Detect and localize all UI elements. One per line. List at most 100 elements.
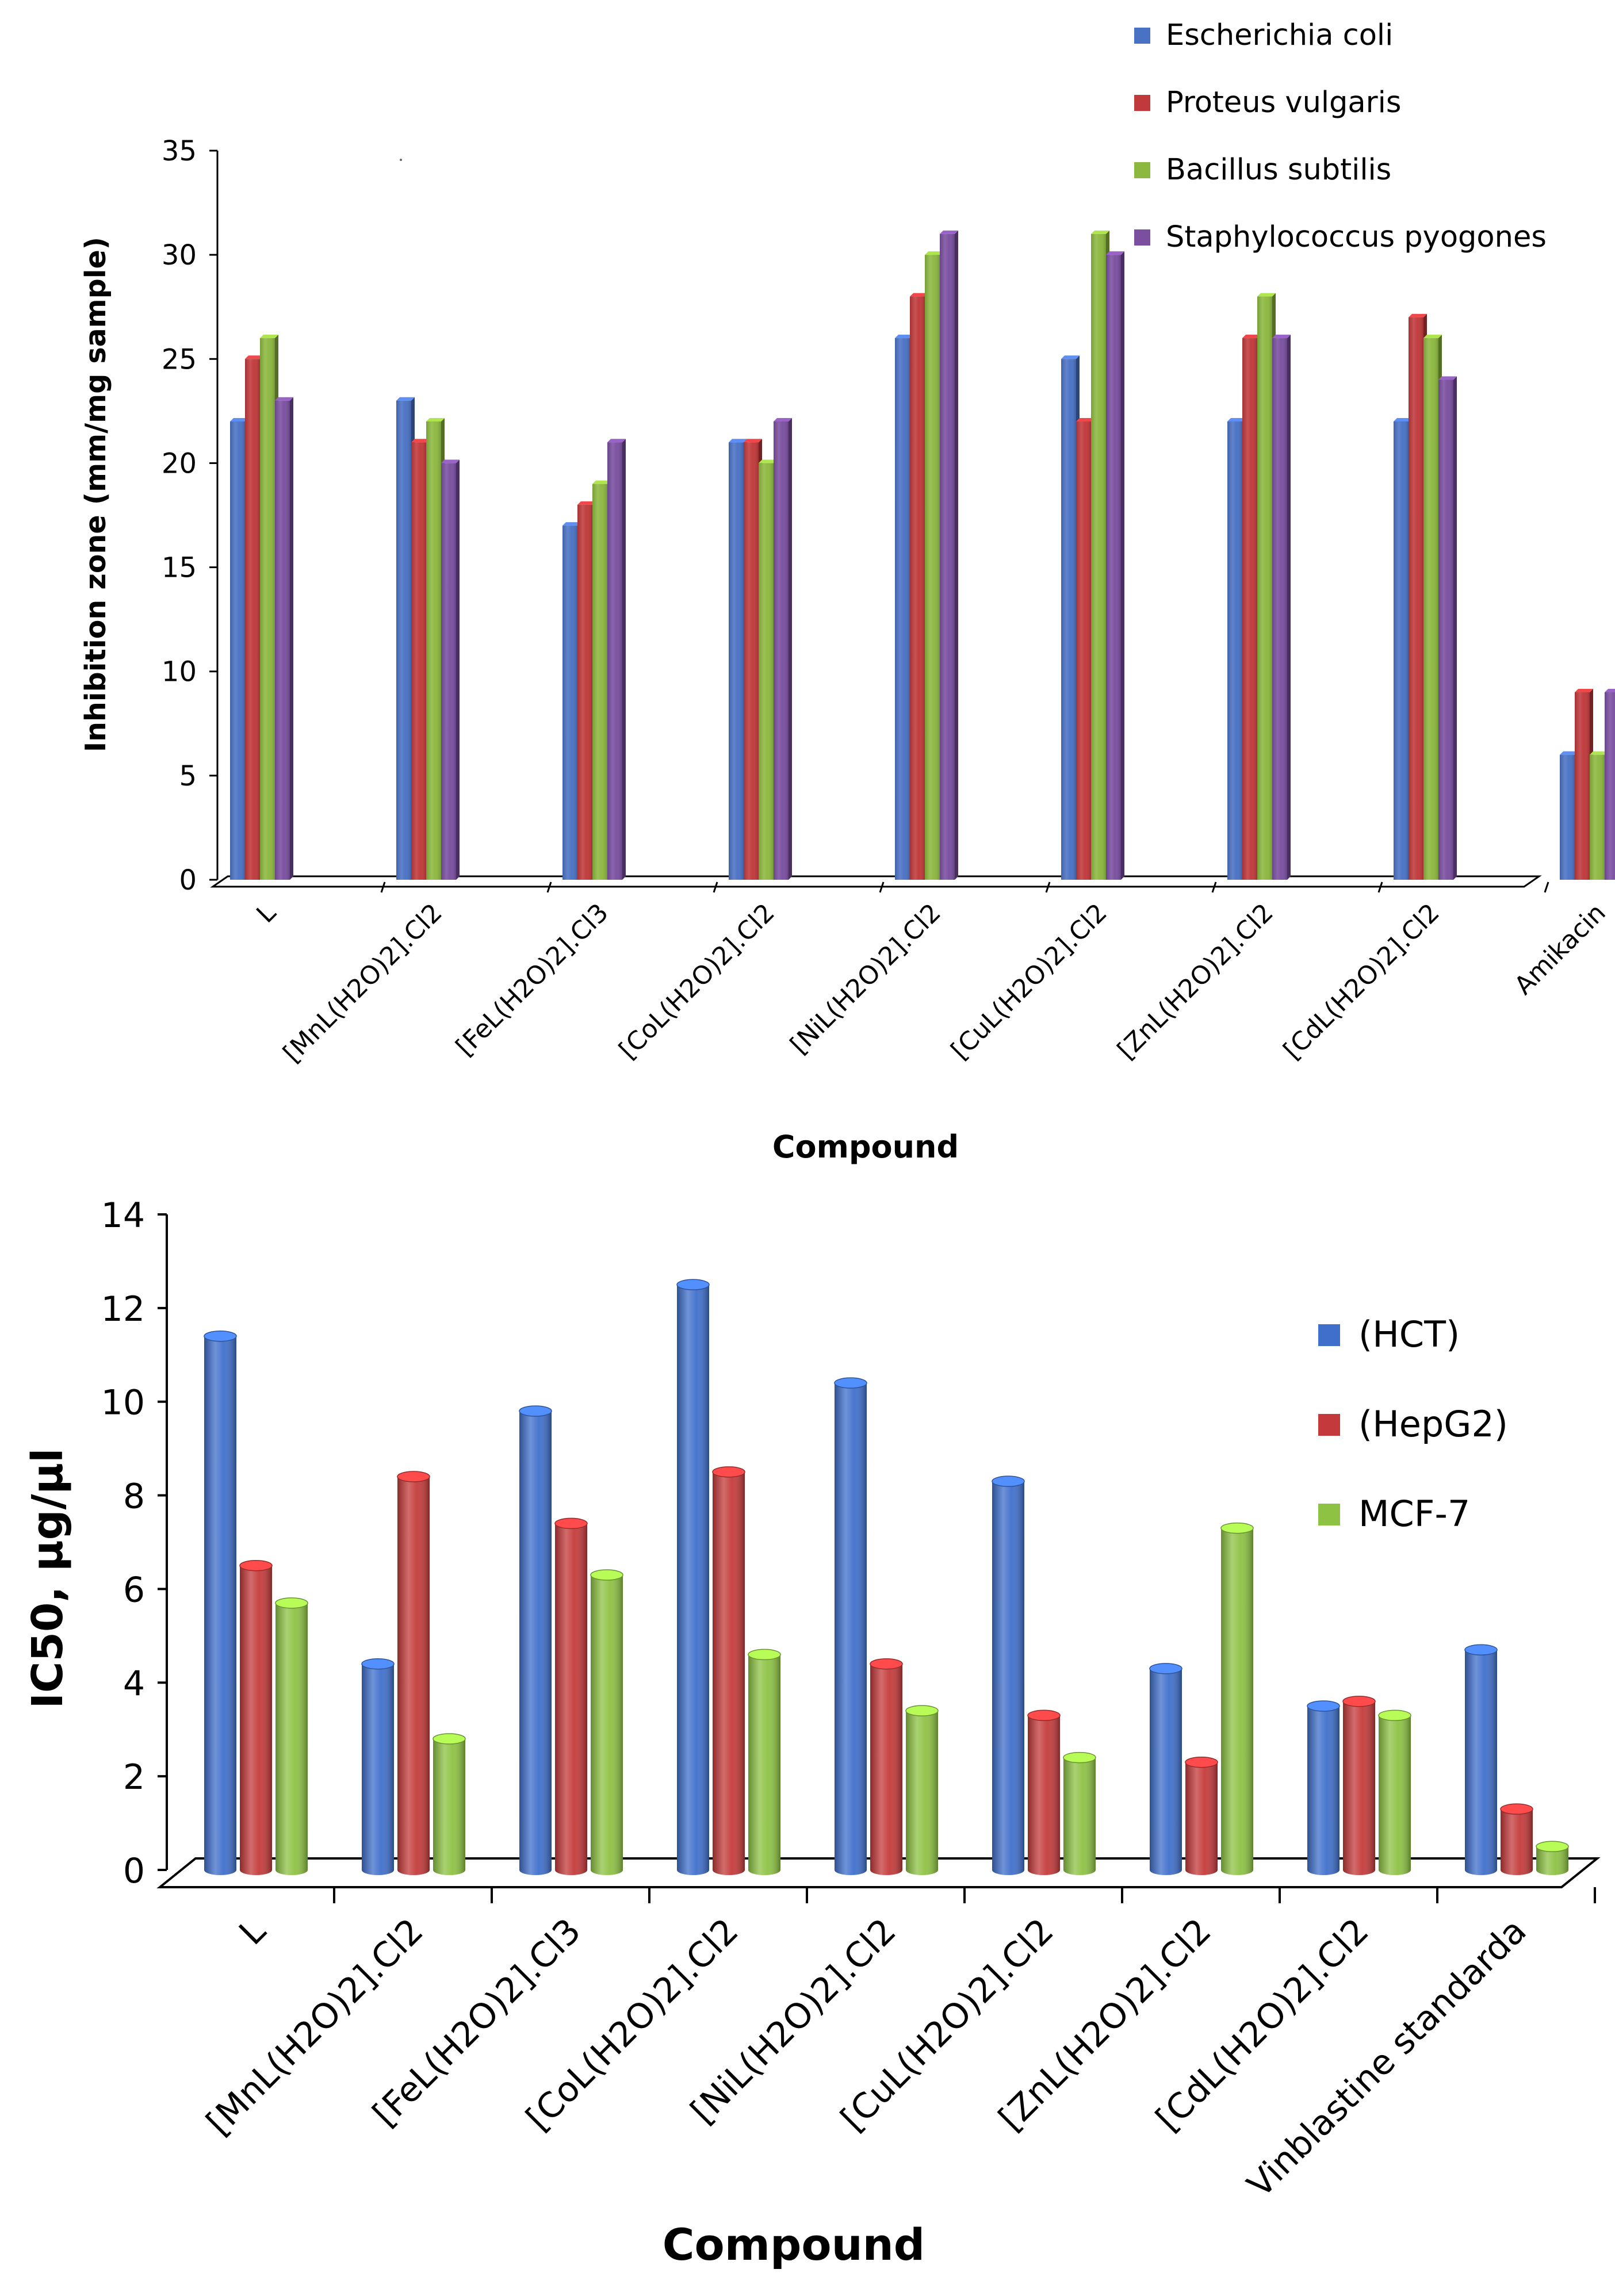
chart1-x-tick-mark [546,881,552,893]
legend-swatch-bacillus-subtilis [1134,162,1150,178]
chart1-bar-znl-h2o-2-cl2-proteus-vulgaris [1242,335,1261,880]
chart2-bar-cul-h2o-2-cl2-mcf-7 [1063,1751,1096,1875]
chart1-x-tick-label-znl-h2o-2-cl2: [ZnL(H2O)2].Cl2 [1112,898,1279,1065]
chart1-y-tick-label: 20 [162,447,197,480]
legend-label-hepg2: (HepG2) [1358,1403,1508,1445]
chart2-legend: (HCT) (HepG2) MCF-7 [1318,1313,1508,1535]
chart2-y-tick-label: 0 [123,1851,145,1891]
chart2-y-tick-label: 6 [123,1570,145,1610]
chart1-y-tick-label: 25 [162,343,197,375]
stray-dot [400,159,402,161]
chart1-x-tick-label-cul-h2o-2-cl2: [CuL(H2O)2].Cl2 [946,898,1113,1065]
chart2-y-ticks: 0 2 4 6 8 10 12 14 [101,1195,1596,1903]
chart2-bar-znl-h2o-2-cl2-hepg2 [1185,1756,1218,1875]
chart2-bar-znl-h2o-2-cl2-hct [1149,1663,1182,1875]
chart2-bar-nil-h2o-2-cl2-hepg2 [870,1658,903,1875]
chart1-legend: Escherichia coli Proteus vulgaris Bacill… [1134,18,1547,254]
legend-label-mcf7: MCF-7 [1358,1493,1470,1535]
chart2-bar-cdl-h2o-2-cl2-mcf-7 [1378,1709,1411,1875]
chart1-bar-l-proteus-vulgaris [245,355,263,880]
chart1-bar-cul-h2o-2-cl2-proteus-vulgaris [1076,417,1094,880]
chart1-x-tick-label-col-h2o-2-cl2: [CoL(H2O)2].Cl2 [614,898,780,1065]
chart1-x-tick-label-mnl-h2o-2-cl2: [MnL(H2O)2].Cl2 [278,898,448,1068]
chart1-axes [210,151,1542,888]
chart1-bar-col-h2o-2-cl2-staphylococcus-pyogones [774,417,792,880]
chart2-y-tick-label: 8 [123,1477,145,1517]
chart1-x-tick-mark [713,881,718,893]
chart1-x-tick-label-amikacin: Amikacin [1509,898,1611,1001]
chart1-bar-znl-h2o-2-cl2-staphylococcus-pyogones [1272,335,1291,880]
chart1-bar-col-h2o-2-cl2-proteus-vulgaris [744,439,762,880]
chart2-bar-vinblastine-standarda-hct [1464,1644,1498,1875]
chart2-bar-col-h2o-2-cl2-hepg2 [712,1466,745,1875]
ic50-chart: 0 2 4 6 8 10 12 14 L[MnL(H2O)2].Cl2[FeL(H2O)2].… [23,1195,1601,2270]
chart1-bar-cul-h2o-2-cl2-staphylococcus-pyogones [1106,251,1124,880]
chart1-y-ticks: 0 5 10 15 20 25 30 35 [162,135,1549,896]
chart1-x-tick-mark [879,881,885,893]
chart1-bars [230,230,1615,880]
chart1-x-tick-label-fel-h2o-2-cl3: [FeL(H2O)2].Cl3 [450,898,614,1062]
chart2-bar-col-h2o-2-cl2-mcf-7 [748,1649,781,1875]
chart2-bar-nil-h2o-2-cl2-hct [834,1377,867,1875]
legend-label-staphylococcus-pyogones: Staphylococcus pyogones [1166,220,1547,254]
chart1-bar-cdl-h2o-2-cl2-staphylococcus-pyogones [1438,376,1457,880]
chart2-bar-cul-h2o-2-cl2-hct [992,1475,1025,1875]
chart2-bar-znl-h2o-2-cl2-mcf-7 [1220,1522,1254,1875]
chart2-x-tick-label-l: L [231,1911,274,1953]
chart2-bar-mnl-h2o-2-cl2-hct [361,1658,395,1875]
chart1-bar-col-h2o-2-cl2-escherichia-coli [729,439,747,880]
chart2-bar-l-mcf-7 [275,1597,308,1875]
chart1-y-tick-label: 15 [162,552,197,584]
legend-swatch-escherichia-coli [1134,28,1150,44]
chart1-y-tick-label: 35 [162,135,197,167]
chart2-bars [204,1279,1569,1875]
chart1-x-tick-mark [380,881,386,893]
chart2-x-tick-labels: L[MnL(H2O)2].Cl2[FeL(H2O)2].Cl3[CoL(H2O)… [199,1911,1534,2206]
chart2-x-axis-label: Compound [663,2219,925,2270]
chart2-y-tick-label: 14 [101,1195,145,1236]
legend-swatch-hepg2 [1318,1414,1340,1436]
chart1-y-axis-label: Inhibition zone (mm/mg sample) [79,237,112,752]
chart1-bar-l-staphylococcus-pyogones [275,397,293,880]
chart2-floor [156,1857,1601,1888]
chart2-bar-l-hct [204,1330,237,1875]
legend-swatch-proteus-vulgaris [1134,95,1150,111]
chart2-bar-cul-h2o-2-cl2-hepg2 [1027,1709,1061,1875]
chart2-bar-vinblastine-standarda-mcf-7 [1536,1841,1569,1875]
chart2-bar-cdl-h2o-2-cl2-hct [1307,1700,1340,1875]
chart1-bar-nil-h2o-2-cl2-staphylococcus-pyogones [940,230,958,880]
legend-swatch-staphylococcus-pyogones [1134,229,1150,246]
chart1-x-tick-label-nil-h2o-2-cl2: [NiL(H2O)2].Cl2 [784,898,946,1060]
chart1-bar-fel-h2o-2-cl3-staphylococcus-pyogones [607,439,626,880]
chart2-bar-col-h2o-2-cl2-hct [676,1279,710,1875]
chart1-y-tick-label: 0 [179,864,197,896]
chart2-axes [156,1214,1601,1888]
chart1-x-tick-mark [1544,881,1549,893]
legend-label-escherichia-coli: Escherichia coli [1166,18,1393,52]
chart1-bar-fel-h2o-2-cl3-proteus-vulgaris [577,501,596,880]
chart2-y-tick-label: 12 [101,1289,145,1329]
chart2-y-tick-label: 4 [123,1663,145,1704]
chart2-bar-mnl-h2o-2-cl2-mcf-7 [433,1733,466,1875]
chart2-bar-nil-h2o-2-cl2-mcf-7 [905,1705,939,1875]
chart2-bar-fel-h2o-2-cl3-mcf-7 [590,1569,623,1875]
legend-label-proteus-vulgaris: Proteus vulgaris [1166,86,1401,120]
chart1-floor [210,875,1542,888]
chart2-bar-fel-h2o-2-cl3-hct [519,1405,552,1875]
chart1-x-tick-label-l: L [251,898,282,929]
chart2-bar-fel-h2o-2-cl3-hepg2 [554,1517,588,1875]
chart2-y-tick-label: 10 [101,1383,145,1423]
chart2-y-axis-label: IC50, µg/µl [23,1448,72,1709]
chart1-bar-cdl-h2o-2-cl2-bacillus-subtilis [1423,335,1442,880]
chart2-bar-cdl-h2o-2-cl2-hepg2 [1342,1696,1376,1875]
legend-label-bacillus-subtilis: Bacillus subtilis [1166,153,1391,187]
chart1-bar-nil-h2o-2-cl2-escherichia-coli [895,335,913,880]
legend-swatch-mcf7 [1318,1504,1340,1525]
chart1-y-tick-label: 10 [162,656,197,688]
chart2-bar-vinblastine-standarda-hepg2 [1500,1803,1533,1875]
legend-label-hct: (HCT) [1358,1313,1460,1355]
chart1-x-tick-mark [1377,881,1383,893]
chart1-x-tick-mark [1211,881,1217,893]
chart1-x-axis-label: Compound [772,1129,959,1165]
